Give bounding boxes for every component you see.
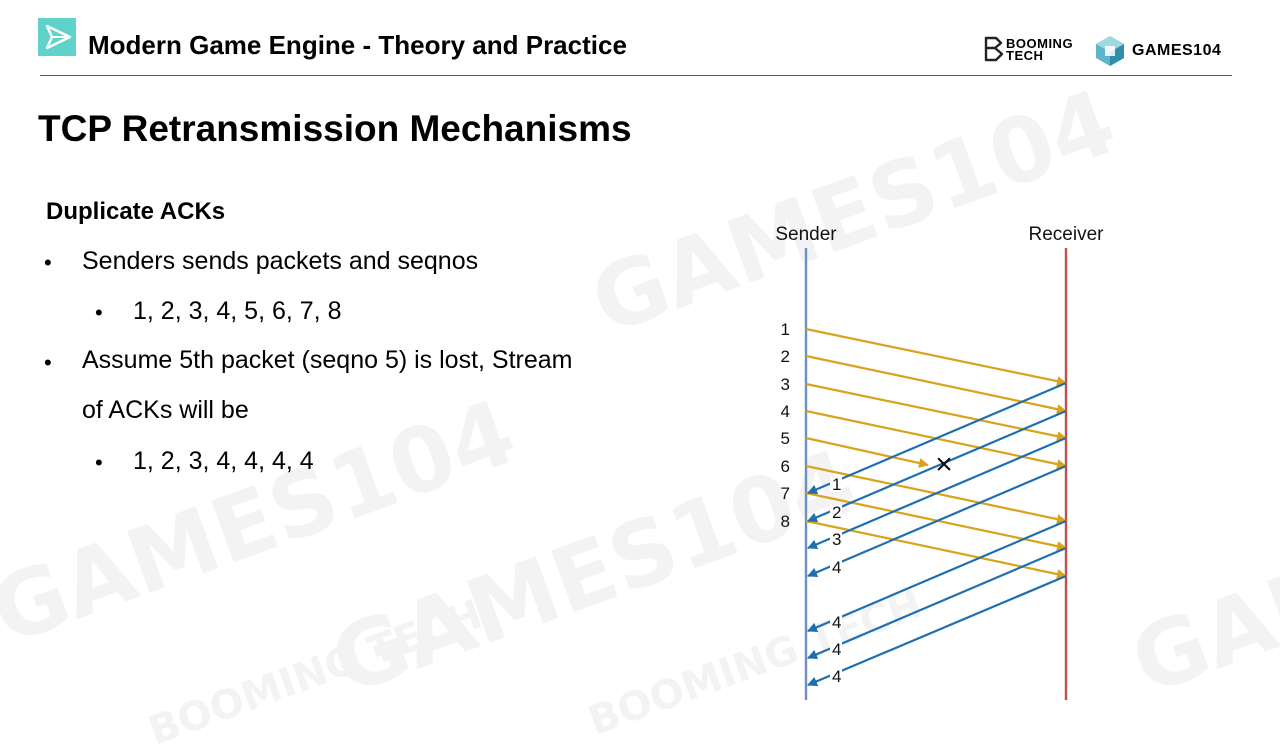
packet-arrow xyxy=(805,382,1067,442)
ack-arrow xyxy=(807,436,1067,550)
ack-label-background xyxy=(830,559,842,575)
bullet-text-continuation: of ACKs will be xyxy=(82,396,249,424)
sub-bullet-marker: • xyxy=(95,450,103,475)
ack-number-label: 1 xyxy=(832,475,841,494)
packet-seqno-label: 5 xyxy=(781,429,790,448)
ack-number-label: 4 xyxy=(832,558,841,577)
sub-bullet-marker: • xyxy=(95,300,103,325)
packet-seqno-label: 8 xyxy=(781,512,790,531)
receiver-label: Receiver xyxy=(1029,224,1105,245)
lost-packet-arrow xyxy=(805,436,929,468)
booming-tech-logo: BOOMING TECH xyxy=(984,36,1084,68)
tcp-sequence-diagram: Sender Receiver 1 2 3 4 5 6 7 8 1 2 3 4 4 4 4 × xyxy=(760,215,1140,715)
bullet-marker: • xyxy=(44,350,52,375)
ack-number-label: 4 xyxy=(832,613,841,632)
play-logo-icon xyxy=(38,18,76,56)
watermark: GAMES104 xyxy=(1118,429,1280,716)
header-divider xyxy=(40,75,1232,76)
ack-arrow xyxy=(807,464,1067,578)
tech-logo-text: TECH xyxy=(1006,48,1044,63)
bullet-text: Senders sends packets and seqnos xyxy=(82,247,479,275)
packet-seqno-label: 1 xyxy=(781,320,790,339)
ack-label-background xyxy=(830,504,842,520)
ack-arrow xyxy=(807,519,1067,633)
ack-label-background xyxy=(830,614,842,630)
lost-packet-marker: × xyxy=(935,448,953,481)
ack-arrow xyxy=(807,381,1067,495)
packet-seqno-label: 7 xyxy=(781,484,790,503)
games104-logo-text: GAMES104 xyxy=(1132,42,1222,59)
slide-header: Modern Game Engine - Theory and Practice… xyxy=(0,0,1280,78)
ack-number-label: 2 xyxy=(832,503,841,522)
sub-bullet-text: 1, 2, 3, 4, 4, 4, 4 xyxy=(133,447,314,475)
bullet-marker: • xyxy=(44,250,52,275)
ack-label-background xyxy=(830,476,842,492)
ack-number-label: 4 xyxy=(832,640,841,659)
watermark: BOOMING TECH xyxy=(142,591,489,755)
course-title: Modern Game Engine - Theory and Practice xyxy=(88,30,627,60)
packet-seqno-label: 3 xyxy=(781,375,790,394)
sub-bullet-text: 1, 2, 3, 4, 5, 6, 7, 8 xyxy=(133,297,342,325)
ack-arrow xyxy=(807,574,1067,687)
watermark: GAMES104 xyxy=(0,379,529,666)
packet-arrow xyxy=(805,519,1067,580)
packet-seqno-label: 6 xyxy=(781,457,790,476)
packet-arrow xyxy=(805,354,1067,415)
ack-arrow xyxy=(807,409,1067,523)
sender-label: Sender xyxy=(775,224,837,245)
packet-seqno-label: 4 xyxy=(781,402,790,421)
slide-title: TCP Retransmission Mechanisms xyxy=(38,108,632,149)
packet-arrow xyxy=(805,327,1067,387)
ack-label-background xyxy=(830,531,842,547)
ack-label-background xyxy=(830,668,842,684)
ack-number-label: 4 xyxy=(832,667,841,686)
bullet-text: Assume 5th packet (seqno 5) is lost, Str… xyxy=(82,346,573,374)
ack-arrow xyxy=(807,546,1067,660)
ack-label-background xyxy=(830,641,842,657)
section-heading: Duplicate ACKs xyxy=(46,198,226,225)
packet-seqno-label: 2 xyxy=(781,347,790,366)
ack-number-label: 3 xyxy=(832,530,841,549)
booming-logo-text: BOOMING xyxy=(1006,36,1074,51)
sequence-diagram-svg: Sender Receiver 1 2 3 4 5 6 7 8 1 2 3 4 4 4 4 × xyxy=(775,224,1105,700)
games104-logo: GAMES104 xyxy=(1094,34,1244,70)
